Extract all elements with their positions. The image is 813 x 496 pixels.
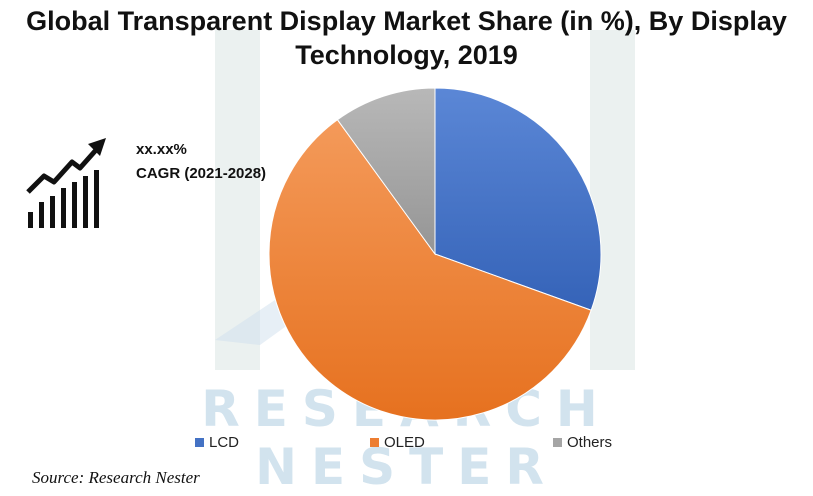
legend-item-lcd: LCD — [195, 434, 239, 451]
chart-legend: LCD OLED Others — [0, 434, 813, 456]
pie-slice-oled — [268, 119, 592, 421]
cagr-label: CAGR (2021-2028) — [136, 165, 267, 182]
cagr-value: xx.xx% — [136, 141, 187, 158]
legend-item-others: Others — [553, 434, 612, 451]
chart-title-line1: Global Transparent Display Market Share … — [26, 6, 787, 36]
chart-title: Global Transparent Display Market Share … — [0, 4, 813, 72]
pie-slice-lcd — [434, 87, 602, 311]
source-note: Source: Research Nester — [32, 468, 200, 487]
legend-label-others: Others — [567, 434, 613, 451]
legend-swatch-others — [553, 438, 562, 447]
growth-chart-icon — [26, 138, 106, 228]
legend-label-lcd: LCD — [209, 434, 240, 451]
cagr-block: xx.xx% CAGR (2021-2028) — [136, 138, 266, 186]
legend-swatch-oled — [370, 438, 379, 447]
legend-swatch-lcd — [195, 438, 204, 447]
legend-item-oled: OLED — [370, 434, 425, 451]
watermark-nester: NESTER — [255, 438, 558, 496]
pie-slice-others — [336, 87, 436, 256]
legend-label-oled: OLED — [384, 434, 425, 451]
chart-title-line2: Technology, 2019 — [295, 40, 518, 70]
